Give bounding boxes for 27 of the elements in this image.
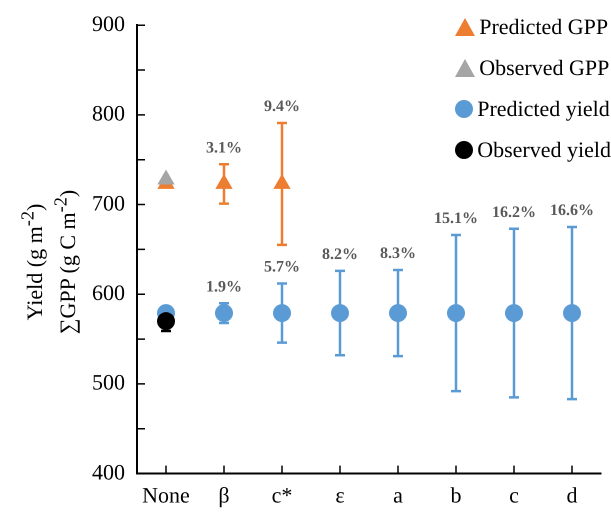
annotation: 9.4% <box>264 98 300 116</box>
x-tick-label: None <box>142 482 190 508</box>
y-tick-label: 900 <box>92 10 125 36</box>
x-tick-label: c <box>509 482 520 508</box>
annotation: 1.9% <box>206 278 242 296</box>
x-tick-label: d <box>566 482 578 508</box>
y-tick-label: 600 <box>92 280 125 306</box>
annotation: 16.2% <box>492 204 536 221</box>
annotation: 5.7% <box>264 258 300 276</box>
x-tick-label: β <box>218 482 230 508</box>
annotation: 3.1% <box>206 139 242 156</box>
annotation: 8.2% <box>322 246 358 264</box>
legend-label: Predicted yield <box>477 96 610 122</box>
legend-label: Predicted GPP <box>479 14 608 40</box>
x-tick-label: ε <box>335 482 345 508</box>
annotation: 16.6% <box>550 202 594 220</box>
x-tick-label: b <box>450 482 462 508</box>
y-tick-label: 400 <box>92 459 125 484</box>
annotation: 8.3% <box>380 245 416 262</box>
x-tick-label: c* <box>272 482 292 508</box>
legend-label: Observed yield <box>477 136 611 162</box>
annotation: 15.1% <box>434 210 478 228</box>
x-tick-label: a <box>393 482 404 508</box>
y-tick-label: 800 <box>92 100 125 126</box>
y-tick-label: 500 <box>92 370 125 395</box>
y-tick-label: 700 <box>92 190 125 216</box>
legend-label: Observed GPP <box>479 54 610 80</box>
